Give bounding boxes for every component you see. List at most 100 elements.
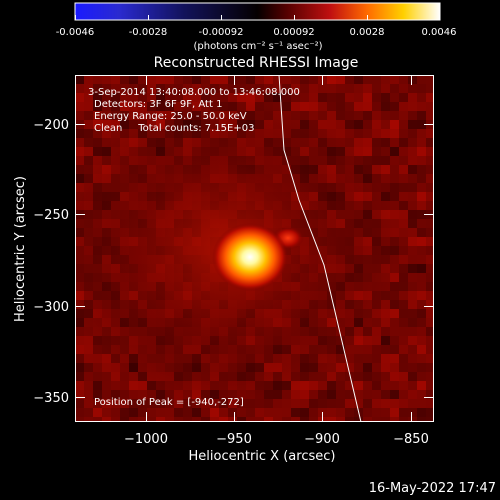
heatmap-cell <box>426 372 434 381</box>
heatmap-cell <box>381 147 390 156</box>
heatmap-cell <box>282 417 291 422</box>
heatmap-cell <box>318 93 327 102</box>
heatmap-cell <box>363 84 372 93</box>
heatmap-cell <box>426 174 434 183</box>
heatmap-cell <box>345 102 354 111</box>
heatmap-cell <box>327 84 336 93</box>
heatmap-cell <box>390 300 399 309</box>
heatmap-cell <box>75 147 84 156</box>
heatmap-cell <box>408 300 417 309</box>
heatmap-cell <box>93 102 102 111</box>
heatmap-cell <box>264 417 273 422</box>
heatmap-cell <box>399 408 408 417</box>
heatmap-cell <box>291 93 300 102</box>
colorbar-tick-label: -0.0046 <box>56 27 95 38</box>
heatmap-cell <box>336 75 345 84</box>
heatmap-cell <box>147 417 156 422</box>
heatmap-cell <box>111 381 120 390</box>
heatmap-cell <box>255 93 264 102</box>
heatmap-cell <box>390 93 399 102</box>
time-range-annotation: 3-Sep-2014 13:40:08.000 to 13:46:08.000 <box>88 87 300 98</box>
heatmap-cell <box>390 336 399 345</box>
heatmap-cell <box>147 399 156 408</box>
heatmap-cell <box>399 165 408 174</box>
heatmap-cell <box>138 399 147 408</box>
heatmap-cell <box>75 381 84 390</box>
heatmap-cell <box>300 102 309 111</box>
heatmap-cell <box>318 120 327 129</box>
plot-frame <box>75 75 434 422</box>
heatmap-cell <box>210 399 219 408</box>
heatmap-cell <box>147 390 156 399</box>
heatmap-cell <box>417 273 426 282</box>
solar-limb <box>278 75 362 422</box>
heatmap-cell <box>138 75 147 84</box>
heatmap-cell <box>291 408 300 417</box>
heatmap-cell <box>408 417 417 422</box>
heatmap-cell <box>237 75 246 84</box>
heatmap-cell <box>381 129 390 138</box>
heatmap-cell <box>228 84 237 93</box>
heatmap-cell <box>426 291 434 300</box>
heatmap-cell <box>372 120 381 129</box>
heatmap-cell <box>417 282 426 291</box>
heatmap-cell <box>390 111 399 120</box>
heatmap-cell <box>219 417 228 422</box>
heatmap-cell <box>75 327 84 336</box>
heatmap-cell <box>282 93 291 102</box>
heatmap-cell <box>426 84 434 93</box>
heatmap-cell <box>417 354 426 363</box>
heatmap-cell <box>426 417 434 422</box>
heatmap-cell <box>318 399 327 408</box>
heatmap-cell <box>390 165 399 174</box>
heatmap-cell <box>84 93 93 102</box>
heatmap-cell <box>165 93 174 102</box>
heatmap-cell <box>372 165 381 174</box>
heatmap-cell <box>309 111 318 120</box>
heatmap-cell <box>363 138 372 147</box>
heatmap-cell <box>372 345 381 354</box>
heatmap-cell <box>84 417 93 422</box>
heatmap-cell <box>75 156 84 165</box>
heatmap-cell <box>399 318 408 327</box>
heatmap-cell <box>390 192 399 201</box>
heatmap-cell <box>309 390 318 399</box>
heatmap-cell <box>363 363 372 372</box>
heatmap-cell <box>93 372 102 381</box>
heatmap-cell <box>336 93 345 102</box>
heatmap-cell <box>399 246 408 255</box>
heatmap-cell <box>291 390 300 399</box>
heatmap-cell <box>408 408 417 417</box>
heatmap-cell <box>174 390 183 399</box>
heatmap-cell <box>201 408 210 417</box>
heatmap-cell <box>129 408 138 417</box>
heatmap-cell <box>309 408 318 417</box>
heatmap-cell <box>426 192 434 201</box>
heatmap-cell <box>345 399 354 408</box>
heatmap-cell <box>300 390 309 399</box>
heatmap-cell <box>327 408 336 417</box>
heatmap-cell <box>93 138 102 147</box>
heatmap-cell <box>93 129 102 138</box>
heatmap-cell <box>300 93 309 102</box>
heatmap-cell <box>399 201 408 210</box>
heatmap-cell <box>345 354 354 363</box>
heatmap-cell <box>300 111 309 120</box>
heatmap-cell <box>93 345 102 354</box>
heatmap-cell <box>129 93 138 102</box>
heatmap-cell <box>75 390 84 399</box>
heatmap-cell <box>426 300 434 309</box>
heatmap-cell <box>138 408 147 417</box>
heatmap-cell <box>381 192 390 201</box>
heatmap-cell <box>138 111 147 120</box>
heatmap-cell <box>201 399 210 408</box>
heatmap-cell <box>381 300 390 309</box>
heatmap-cell <box>390 102 399 111</box>
heatmap-cell <box>426 183 434 192</box>
heatmap-cell <box>408 228 417 237</box>
heatmap-cell <box>75 336 84 345</box>
heatmap-cell <box>408 237 417 246</box>
heatmap-cell <box>237 399 246 408</box>
heatmap-cell <box>390 75 399 84</box>
heatmap-cell <box>156 84 165 93</box>
